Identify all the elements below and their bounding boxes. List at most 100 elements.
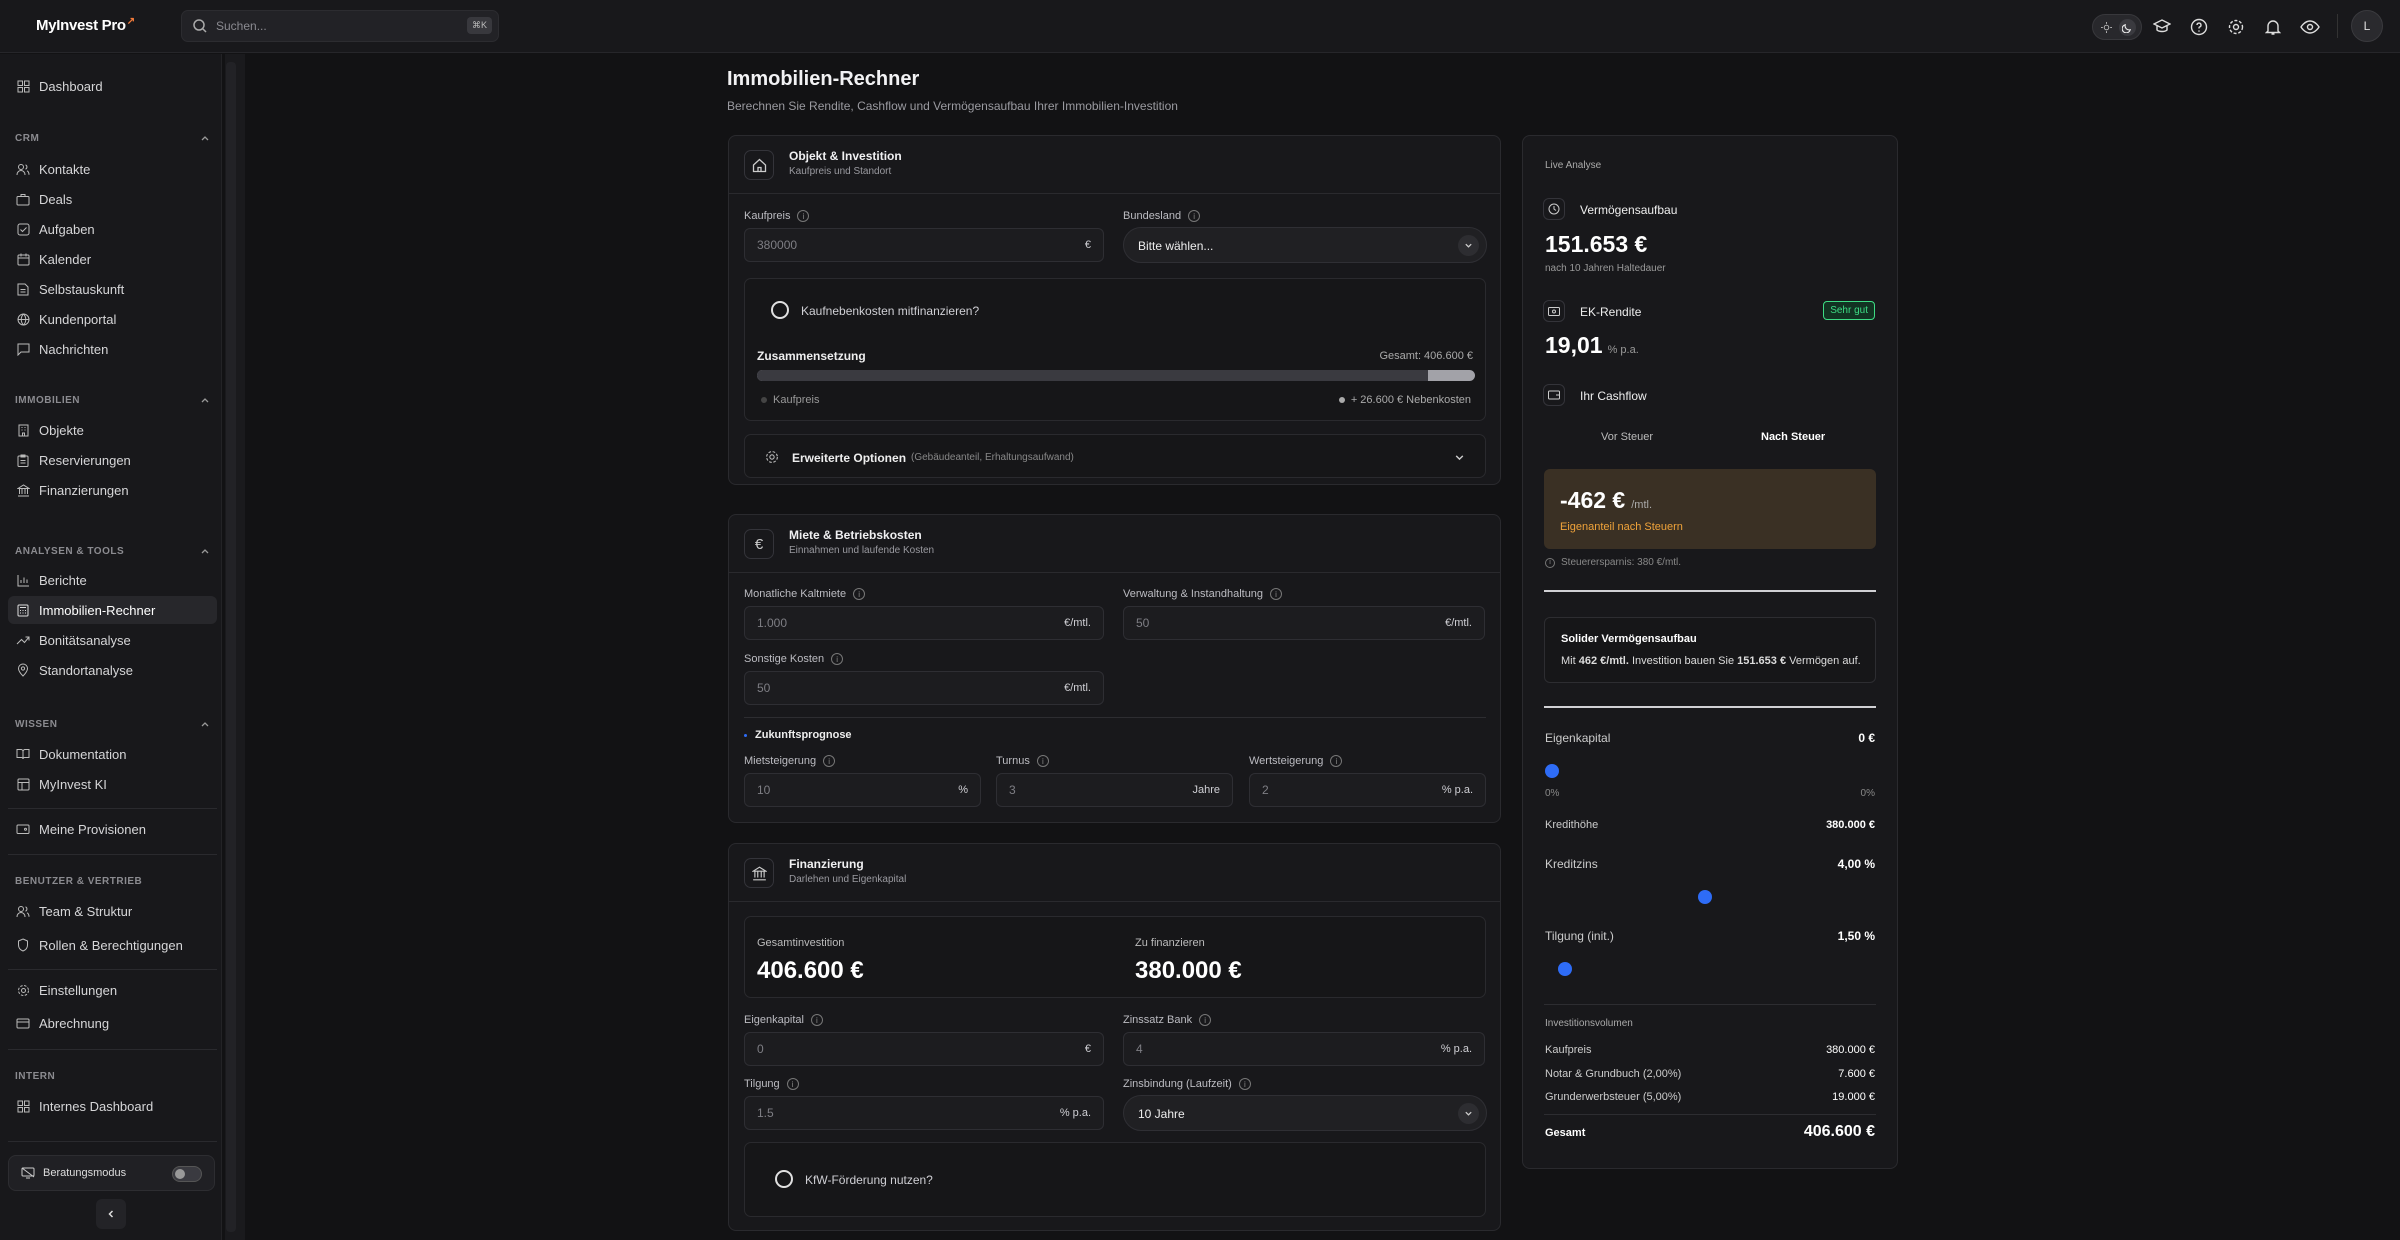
chevron-up-icon[interactable] bbox=[200, 395, 210, 408]
info-icon[interactable]: i bbox=[1199, 1014, 1212, 1026]
sidebar-item-kontakte[interactable]: Kontakte bbox=[8, 155, 217, 183]
sidebar-scrollbar[interactable] bbox=[225, 54, 245, 1240]
sonstige-field[interactable]: €/mtl. bbox=[744, 671, 1104, 705]
info-icon[interactable]: i bbox=[1238, 1078, 1251, 1090]
wertsteigerung-field[interactable]: % p.a. bbox=[1249, 773, 1486, 807]
sonstige-input[interactable] bbox=[757, 681, 1008, 695]
turnus-field[interactable]: Jahre bbox=[996, 773, 1233, 807]
sidebar-item-deals[interactable]: Deals bbox=[8, 185, 217, 213]
sidebar-item-aufgaben[interactable]: Aufgaben bbox=[8, 215, 217, 243]
nebenkosten-label[interactable]: Kaufnebenkosten mitfinanzieren? bbox=[801, 304, 980, 318]
section-wissen[interactable]: WISSEN bbox=[15, 719, 210, 730]
sidebar-item-reservierungen[interactable]: Reservierungen bbox=[8, 446, 217, 474]
sidebar-item-nachrichten[interactable]: Nachrichten bbox=[8, 335, 217, 363]
sidebar-item-selbstauskunft[interactable]: Selbstauskunft bbox=[8, 275, 217, 303]
nebenkosten-radio[interactable] bbox=[771, 301, 789, 319]
tilgung-field[interactable]: % p.a. bbox=[744, 1096, 1104, 1130]
eigenkapital-slider-thumb[interactable] bbox=[1545, 764, 1559, 778]
sidebar-item-rollen[interactable]: Rollen & Berechtigungen bbox=[8, 931, 217, 959]
brand-logo[interactable]: MyInvest Pro↗ bbox=[36, 16, 135, 34]
kreditzins-slider-thumb[interactable] bbox=[1697, 890, 1712, 904]
sidebar-item-finanzierungen[interactable]: Finanzierungen bbox=[8, 476, 217, 504]
info-icon[interactable]: i bbox=[810, 1014, 823, 1026]
tilgung-slider-thumb[interactable] bbox=[1557, 962, 1572, 976]
search-box[interactable]: ⌘K bbox=[181, 10, 499, 42]
sidebar-item-kundenportal[interactable]: Kundenportal bbox=[8, 305, 217, 333]
zinssatz-input[interactable] bbox=[1136, 1042, 1388, 1056]
verwaltung-field[interactable]: €/mtl. bbox=[1123, 606, 1485, 640]
tab-nach-steuer[interactable]: Nach Steuer bbox=[1761, 431, 1826, 443]
info-icon[interactable]: i bbox=[786, 1078, 799, 1090]
zinssatz-field[interactable]: % p.a. bbox=[1123, 1032, 1485, 1066]
volumen-title: Investitionsvolumen bbox=[1545, 1018, 1633, 1029]
info-icon[interactable]: i bbox=[797, 210, 810, 222]
zinsbindung-select[interactable]: 10 Jahre bbox=[1123, 1095, 1487, 1131]
verwaltung-input[interactable] bbox=[1136, 616, 1388, 630]
sun-icon[interactable] bbox=[2098, 19, 2115, 36]
sidebar-item-standortanalyse[interactable]: Standortanalyse bbox=[8, 656, 217, 684]
sidebar-item-bonitaetsanalyse[interactable]: Bonitätsanalyse bbox=[8, 626, 217, 654]
kaufpreis-label: Kaufpreis i bbox=[744, 210, 810, 222]
beratungsmodus-switch[interactable] bbox=[172, 1166, 202, 1182]
search-input[interactable] bbox=[216, 17, 446, 35]
summary-panel: Gesamtinvestition 406.600 € Zu finanzier… bbox=[744, 916, 1486, 998]
sidebar-item-objekte[interactable]: Objekte bbox=[8, 416, 217, 444]
chevron-up-icon[interactable] bbox=[200, 133, 210, 146]
info-icon[interactable]: i bbox=[853, 588, 866, 600]
tilgung-input[interactable] bbox=[757, 1106, 1008, 1120]
eigenkapital-input[interactable] bbox=[757, 1042, 1008, 1056]
unit-label: €/mtl. bbox=[1445, 617, 1472, 629]
kaufpreis-input[interactable] bbox=[757, 238, 1008, 252]
sidebar-item-dokumentation[interactable]: Dokumentation bbox=[8, 740, 217, 768]
eigenkapital-field[interactable]: € bbox=[744, 1032, 1104, 1066]
section-crm[interactable]: CRM bbox=[15, 133, 210, 144]
turnus-input[interactable] bbox=[1009, 783, 1174, 797]
info-icon[interactable]: i bbox=[1330, 755, 1343, 767]
eye-icon[interactable] bbox=[2300, 17, 2320, 37]
erweiterte-optionen[interactable]: Erweiterte Optionen (Gebäudeanteil, Erha… bbox=[744, 434, 1486, 478]
info-icon[interactable]: i bbox=[823, 755, 836, 767]
mietsteigerung-field[interactable]: % bbox=[744, 773, 981, 807]
sidebar-item-immobilien-rechner[interactable]: Immobilien-Rechner bbox=[8, 596, 217, 624]
sidebar-item-team[interactable]: Team & Struktur bbox=[8, 897, 217, 925]
chevron-up-icon[interactable] bbox=[200, 546, 210, 559]
info-icon[interactable]: i bbox=[1270, 588, 1283, 600]
clock-icon bbox=[1543, 198, 1565, 220]
theme-switch[interactable] bbox=[2092, 14, 2142, 40]
section-immobilien[interactable]: IMMOBILIEN bbox=[15, 395, 210, 406]
sidebar-item-abrechnung[interactable]: Abrechnung bbox=[8, 1009, 217, 1037]
beratungsmodus-toggle-row[interactable]: Beratungsmodus bbox=[8, 1155, 215, 1191]
help-icon[interactable] bbox=[2189, 17, 2209, 37]
kaltmiete-field[interactable]: €/mtl. bbox=[744, 606, 1104, 640]
section-analysen[interactable]: ANALYSEN & TOOLS bbox=[15, 546, 210, 557]
tab-vor-steuer[interactable]: Vor Steuer bbox=[1601, 431, 1653, 443]
info-icon[interactable]: i bbox=[1188, 210, 1201, 222]
moon-icon[interactable] bbox=[2119, 19, 2136, 36]
kfw-radio[interactable] bbox=[775, 1170, 793, 1188]
bell-icon[interactable] bbox=[2263, 17, 2283, 37]
mietsteigerung-input[interactable] bbox=[757, 783, 922, 797]
sidebar-item-provisionen[interactable]: Meine Provisionen bbox=[8, 815, 217, 843]
sidebar-item-berichte[interactable]: Berichte bbox=[8, 566, 217, 594]
chevron-up-icon[interactable] bbox=[200, 719, 210, 732]
user-avatar[interactable]: L bbox=[2351, 10, 2383, 42]
settings-gear-icon[interactable] bbox=[2226, 17, 2246, 37]
sidebar-item-einstellungen[interactable]: Einstellungen bbox=[8, 976, 217, 1004]
sidebar-item-kalender[interactable]: Kalender bbox=[8, 245, 217, 273]
divider bbox=[1544, 1004, 1876, 1005]
sidebar-item-dashboard[interactable]: Dashboard bbox=[8, 72, 217, 100]
unit-label: Jahre bbox=[1192, 784, 1220, 796]
collapse-sidebar-button[interactable] bbox=[96, 1199, 126, 1229]
sidebar-item-myinvest-ki[interactable]: MyInvest KI bbox=[8, 770, 217, 798]
vermoegen-value: 151.653 € bbox=[1545, 231, 1648, 257]
wertsteigerung-input[interactable] bbox=[1262, 783, 1427, 797]
kaltmiete-input[interactable] bbox=[757, 616, 1008, 630]
sidebar-item-label: Einstellungen bbox=[39, 982, 118, 998]
sidebar-item-internes-dashboard[interactable]: Internes Dashboard bbox=[8, 1092, 217, 1120]
bundesland-select[interactable]: Bitte wählen... bbox=[1123, 227, 1487, 263]
kfw-label[interactable]: KfW-Förderung nutzen? bbox=[805, 1173, 933, 1187]
info-icon[interactable]: i bbox=[1036, 755, 1049, 767]
kaufpreis-field[interactable]: € bbox=[744, 228, 1104, 262]
academy-icon[interactable] bbox=[2152, 17, 2172, 37]
info-icon[interactable]: i bbox=[831, 653, 844, 665]
